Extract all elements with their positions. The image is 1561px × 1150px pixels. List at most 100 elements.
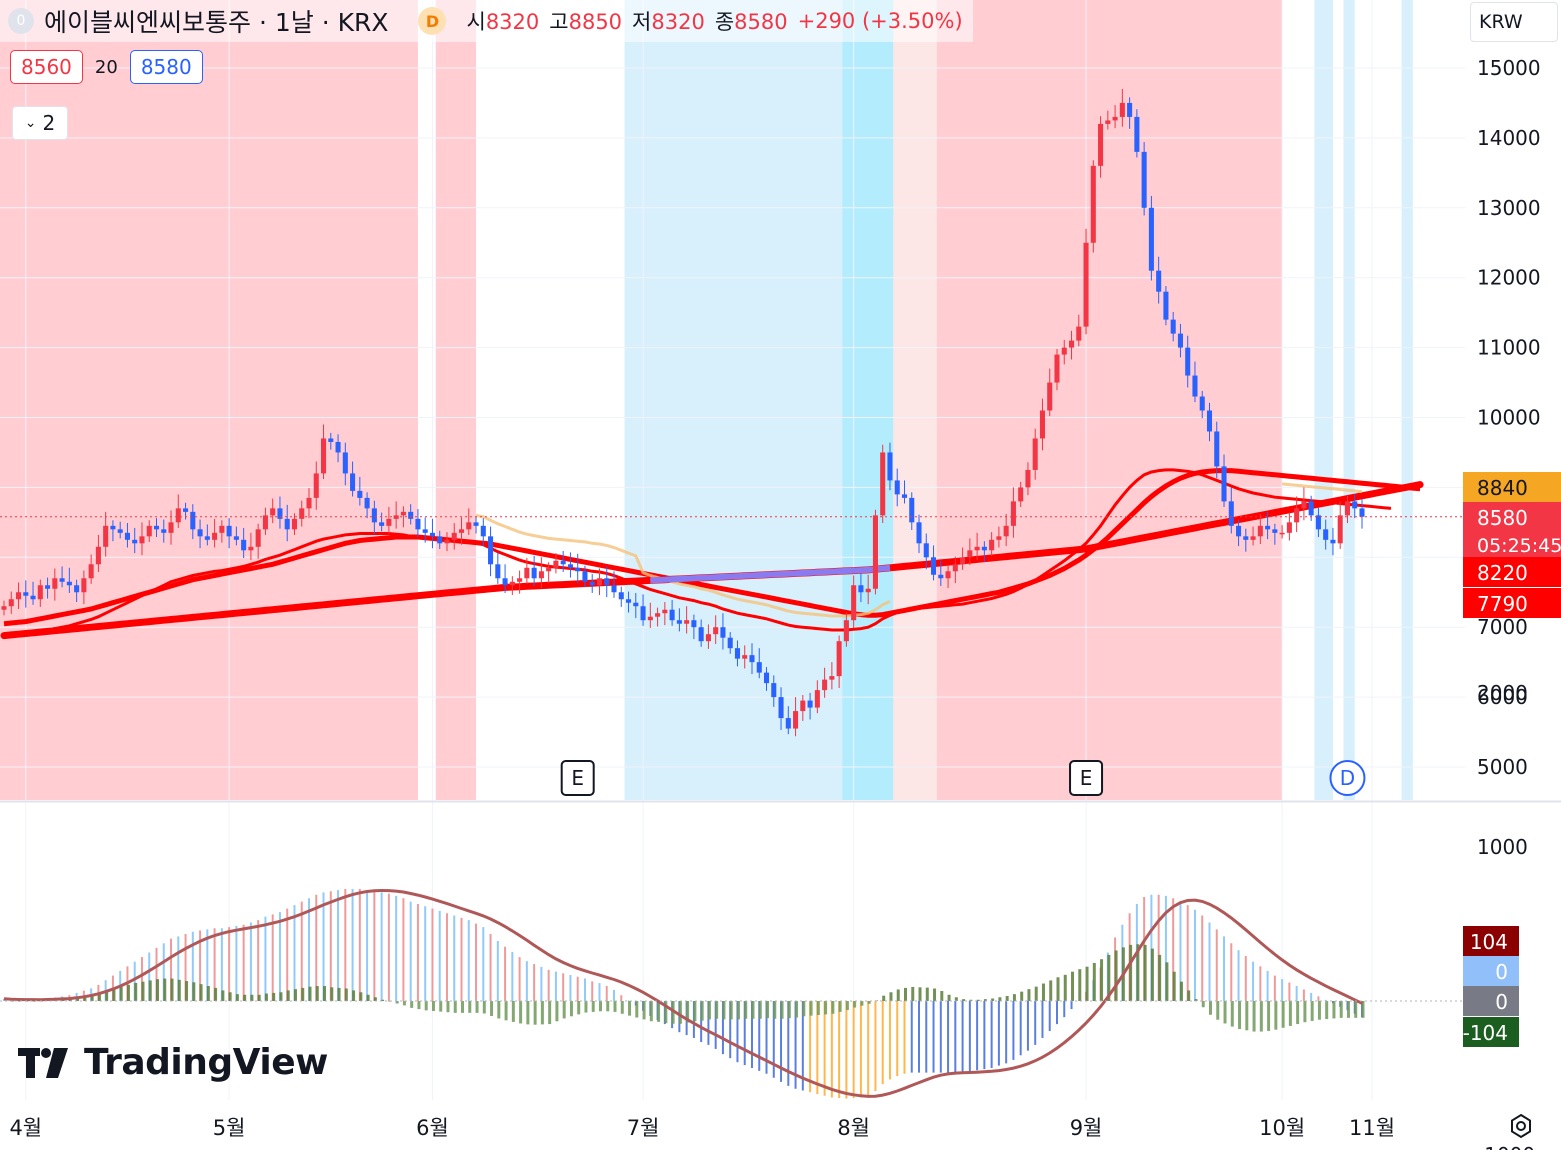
candle-body xyxy=(299,508,305,519)
candle-body xyxy=(1127,102,1133,117)
candle-body xyxy=(480,525,486,537)
candle-body xyxy=(713,627,719,635)
signal-band-7 xyxy=(1343,0,1355,800)
tradingview-logo[interactable]: TradingView xyxy=(18,1042,328,1083)
candle-body xyxy=(778,697,784,719)
candle-body xyxy=(582,571,588,582)
candle-body xyxy=(880,452,886,516)
symbol-title[interactable]: 에이블씨엔씨보통주 · 1날 · KRX xyxy=(44,8,389,37)
candle-body xyxy=(342,452,348,474)
candle-body xyxy=(1344,501,1351,516)
price-axis-tick: 11000 xyxy=(1477,336,1541,360)
time-axis-label: 8월 xyxy=(837,1116,870,1140)
candle-body xyxy=(30,595,36,600)
candle-body xyxy=(1163,291,1169,320)
macd-axis-tick: -1000 xyxy=(1477,1143,1535,1150)
candle-body xyxy=(284,518,290,530)
earnings-marker-icon[interactable] xyxy=(560,760,595,796)
dividend-marker-icon[interactable] xyxy=(1329,760,1366,796)
price-axis-tick: 12000 xyxy=(1477,266,1541,290)
candle-body xyxy=(785,718,791,729)
candle-body xyxy=(1156,270,1162,292)
candle-body xyxy=(1214,431,1220,467)
candle-body xyxy=(386,518,392,526)
candle-body xyxy=(822,679,828,691)
candle-body xyxy=(1025,469,1031,488)
time-axis-label: 5월 xyxy=(213,1116,246,1140)
candle-body xyxy=(836,641,842,677)
price-axis-tick: 10000 xyxy=(1477,406,1541,430)
candle-body xyxy=(916,522,922,544)
candle-body xyxy=(894,480,900,495)
candle-body xyxy=(705,634,711,642)
macd-axis-tick: 1000 xyxy=(1477,835,1528,859)
candle-body xyxy=(117,529,123,533)
candle-body xyxy=(1076,326,1082,341)
high-label: 고 xyxy=(549,10,569,34)
tradingview-wordmark: TradingView xyxy=(84,1042,328,1083)
candle-body xyxy=(604,578,610,586)
candle-body xyxy=(1279,532,1285,535)
candle-body xyxy=(422,529,428,533)
candle-body xyxy=(15,592,22,600)
dividend-marker-label: D xyxy=(1340,766,1355,790)
candle-body xyxy=(611,585,617,593)
currency-selector[interactable]: KRW xyxy=(1470,2,1558,42)
macd-value-tag xyxy=(1463,926,1519,956)
candle-body xyxy=(1301,501,1307,509)
candle-body xyxy=(1228,501,1234,526)
candle-body xyxy=(1054,354,1060,383)
macd-value-tag-text: 0 xyxy=(1495,990,1508,1014)
price-tag-value: 8220 xyxy=(1477,561,1528,585)
candle-body xyxy=(190,511,196,530)
ma-mid-line xyxy=(3,468,1421,627)
candle-body xyxy=(328,438,334,442)
candle-body xyxy=(538,571,544,579)
candle-body xyxy=(45,585,51,589)
candle-body xyxy=(843,620,849,642)
price-tag xyxy=(1463,557,1561,587)
candle-body xyxy=(1286,522,1292,533)
candle-body xyxy=(212,532,218,540)
candle-body xyxy=(858,585,864,593)
candle-body xyxy=(1352,501,1358,509)
open-value: 8320 xyxy=(485,10,540,34)
time-axis-label: 4월 xyxy=(9,1116,42,1140)
tradingview-logo-icon xyxy=(18,1047,68,1078)
candle-body xyxy=(1098,123,1104,166)
time-axis-label: 11월 xyxy=(1349,1116,1395,1140)
signal-band-8 xyxy=(1401,0,1413,800)
close-value: 8580 xyxy=(734,10,788,34)
earnings-marker-icon[interactable] xyxy=(1069,760,1104,796)
price-tag-value: 7790 xyxy=(1477,592,1528,616)
signal-band-0 xyxy=(0,0,418,800)
candle-body xyxy=(408,511,414,519)
price-axis-tick: 13000 xyxy=(1477,196,1541,220)
macd-value-tag xyxy=(1463,986,1519,1016)
candle-body xyxy=(364,497,370,509)
signal-band-1 xyxy=(435,0,477,800)
symbol-logo-icon[interactable]: 0 xyxy=(8,8,34,34)
candle-body xyxy=(763,672,770,684)
candle-body xyxy=(1090,165,1096,243)
candle-body xyxy=(321,438,327,474)
symbol-header: 0 에이블씨엔씨보통주 · 1날 · KRX D 시8320 고8850 저83… xyxy=(0,0,973,42)
candle-body xyxy=(1003,525,1009,537)
candle-body xyxy=(524,567,530,579)
macd-value-tag-text: -104 xyxy=(1463,1021,1508,1045)
candle-body xyxy=(546,567,552,572)
candle-body xyxy=(662,609,668,614)
candle-body xyxy=(110,525,116,530)
indicator-left-value[interactable]: 8560 xyxy=(10,50,83,84)
indicator-right-value[interactable]: 8580 xyxy=(129,50,203,84)
price-axis-tick: 15000 xyxy=(1477,56,1541,80)
price-axis-tick: 7000 xyxy=(1477,615,1528,639)
candle-body xyxy=(262,515,268,530)
dividend-badge-icon[interactable]: D xyxy=(418,7,447,35)
candle-body xyxy=(306,497,312,509)
chart-settings-gear-icon[interactable] xyxy=(1505,1110,1537,1142)
candle-body xyxy=(684,620,690,624)
candle-body xyxy=(633,602,639,607)
collapse-indicators-button[interactable]: ⌄ 2 xyxy=(12,106,68,140)
